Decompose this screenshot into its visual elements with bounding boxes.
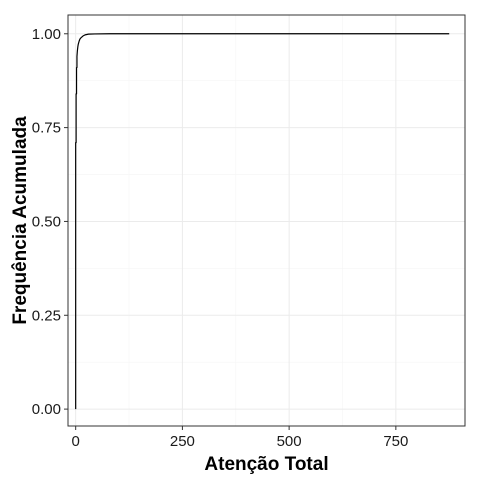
- y-tick-label: 1.00: [32, 26, 61, 43]
- y-axis: 0.00 0.25 0.50 0.75 1.00: [32, 26, 68, 418]
- y-tick-label: 0.00: [32, 401, 61, 418]
- panel-border: [67, 14, 466, 427]
- x-tick-label: 250: [170, 433, 195, 450]
- y-tick-label: 0.50: [32, 213, 61, 230]
- x-tick-label: 500: [277, 433, 302, 450]
- minor-gridlines: [68, 15, 465, 426]
- x-tick-label: 750: [383, 433, 408, 450]
- x-axis-title: Atenção Total: [204, 454, 328, 475]
- cumulative-frequency-line: [75, 33, 450, 410]
- series-layer: [75, 33, 450, 410]
- major-gridlines: [68, 15, 465, 426]
- x-tick-label: 0: [72, 433, 80, 450]
- y-tick-label: 0.75: [32, 120, 61, 137]
- x-axis: 0 250 500 750: [72, 426, 408, 450]
- y-tick-label: 0.25: [32, 307, 61, 324]
- y-axis-title: Frequência Acumulada: [10, 116, 31, 325]
